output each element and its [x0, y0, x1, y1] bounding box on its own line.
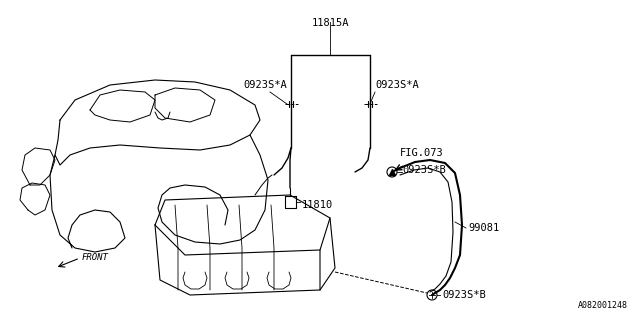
Text: FIG.073: FIG.073	[400, 148, 444, 158]
Text: A082001248: A082001248	[578, 301, 628, 310]
Text: 0923S*B: 0923S*B	[442, 290, 486, 300]
Text: 0923S*A: 0923S*A	[375, 80, 419, 90]
Text: 0923S*B: 0923S*B	[402, 165, 445, 175]
Text: 11815A: 11815A	[311, 18, 349, 28]
Text: 11810: 11810	[302, 200, 333, 210]
Text: 99081: 99081	[468, 223, 499, 233]
Text: FRONT: FRONT	[82, 253, 109, 262]
Text: 0923S*A: 0923S*A	[243, 80, 287, 90]
